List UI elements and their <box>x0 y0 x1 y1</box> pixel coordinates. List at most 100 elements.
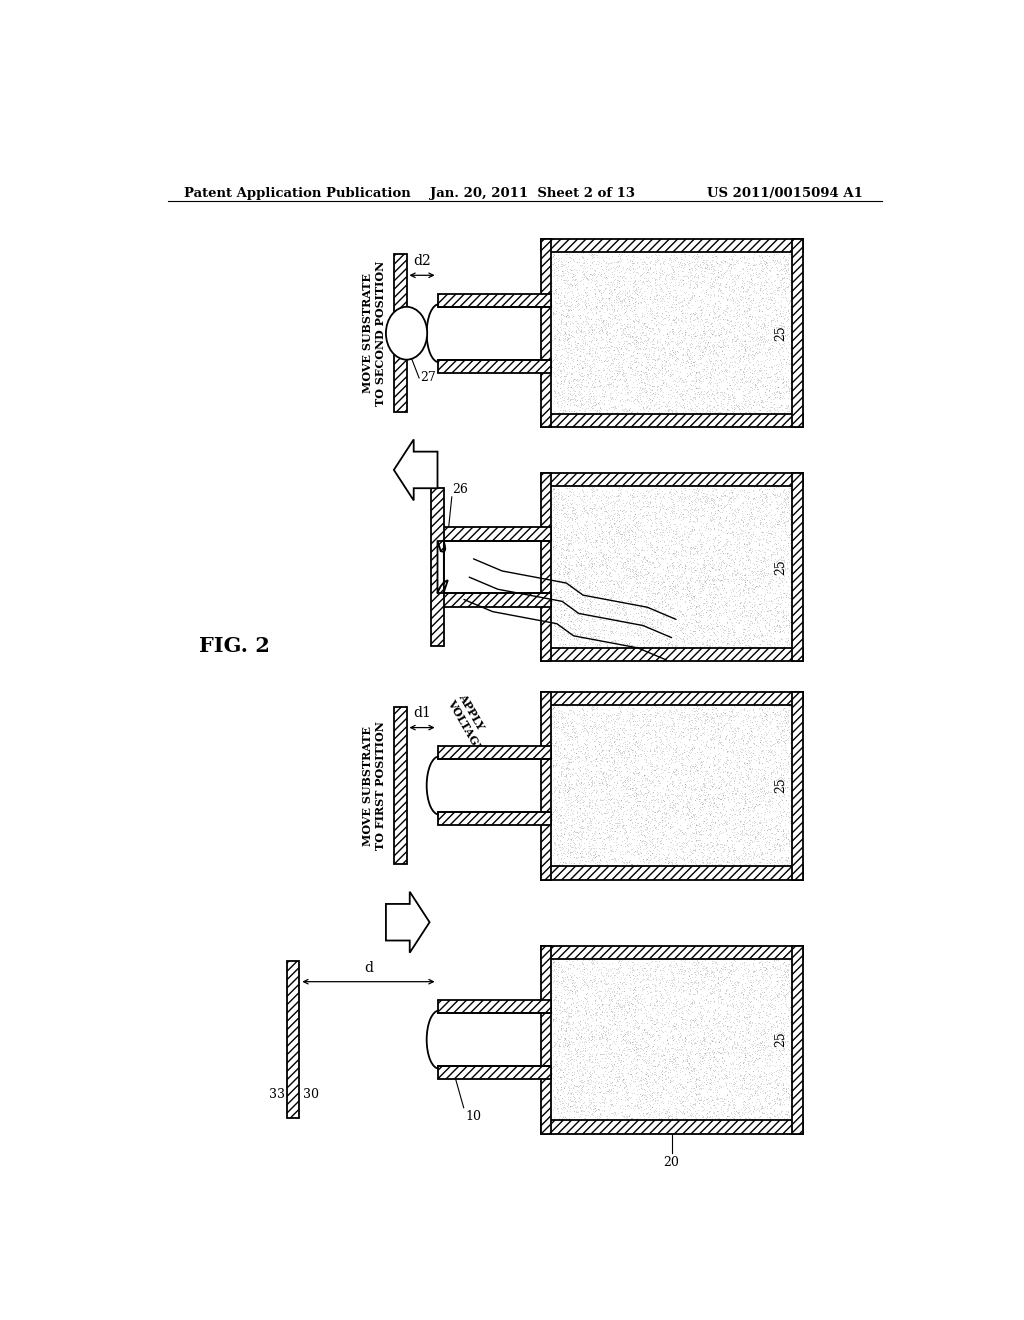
Point <box>763 512 779 533</box>
Point <box>740 624 757 645</box>
Point <box>743 726 760 747</box>
Point <box>705 540 721 561</box>
Point <box>684 813 700 834</box>
Point <box>583 358 599 379</box>
Point <box>634 273 650 294</box>
Point <box>642 554 658 576</box>
Point <box>778 1081 795 1102</box>
Point <box>648 376 665 397</box>
Point <box>697 706 714 727</box>
Point <box>769 498 785 519</box>
Point <box>707 744 723 766</box>
Point <box>624 853 640 874</box>
Point <box>617 990 634 1011</box>
Point <box>734 710 751 731</box>
Point <box>469 751 485 772</box>
Point <box>689 1022 706 1043</box>
Point <box>634 611 650 632</box>
Point <box>707 807 723 828</box>
Point <box>711 487 727 508</box>
Point <box>765 733 781 754</box>
Point <box>503 347 519 368</box>
Point <box>695 557 712 578</box>
Point <box>705 366 721 387</box>
Point <box>574 990 591 1011</box>
Point <box>669 1036 685 1057</box>
Point <box>603 296 620 317</box>
Point <box>545 302 561 323</box>
Point <box>763 781 779 803</box>
Point <box>594 1092 610 1113</box>
Point <box>686 304 702 325</box>
Point <box>550 766 566 787</box>
Point <box>604 366 621 387</box>
Point <box>651 393 668 414</box>
Point <box>759 564 775 585</box>
Point <box>508 785 524 807</box>
Point <box>495 763 511 784</box>
Point <box>676 289 692 310</box>
Point <box>549 710 565 731</box>
Point <box>720 389 736 411</box>
Point <box>639 601 655 622</box>
Point <box>678 609 694 630</box>
Point <box>744 830 761 851</box>
Point <box>569 741 586 762</box>
Point <box>561 321 578 342</box>
Point <box>634 726 650 747</box>
Point <box>771 321 787 342</box>
Point <box>517 546 534 568</box>
Point <box>653 628 670 649</box>
Point <box>683 830 699 851</box>
Point <box>730 282 746 304</box>
Point <box>731 1005 748 1026</box>
Point <box>761 337 777 358</box>
Point <box>712 527 728 548</box>
Point <box>589 851 605 873</box>
Point <box>577 540 593 561</box>
Point <box>624 610 640 631</box>
Point <box>623 969 639 990</box>
Point <box>746 706 763 727</box>
Point <box>580 812 596 833</box>
Point <box>572 789 589 810</box>
Point <box>706 1047 722 1068</box>
Point <box>656 355 673 376</box>
Point <box>729 499 745 520</box>
Point <box>768 279 784 300</box>
Point <box>623 401 639 422</box>
Point <box>613 1006 630 1027</box>
Point <box>748 1020 764 1041</box>
Point <box>577 532 593 553</box>
Point <box>634 715 650 737</box>
Point <box>462 751 478 772</box>
Point <box>698 544 715 565</box>
Point <box>605 715 622 737</box>
Point <box>555 1092 571 1113</box>
Point <box>624 1107 640 1129</box>
Point <box>522 573 539 594</box>
Point <box>627 1002 643 1023</box>
Point <box>683 333 699 354</box>
Point <box>726 594 742 615</box>
Point <box>484 317 501 338</box>
Point <box>757 793 773 814</box>
Point <box>727 804 743 825</box>
Point <box>550 1020 566 1041</box>
Point <box>466 339 482 360</box>
Point <box>512 1045 528 1067</box>
Point <box>548 755 564 776</box>
Point <box>647 1088 664 1109</box>
Point <box>696 970 713 991</box>
Point <box>637 573 653 594</box>
Point <box>537 1019 553 1040</box>
Point <box>558 1020 574 1041</box>
Point <box>725 1035 741 1056</box>
Point <box>672 503 688 524</box>
Point <box>499 795 515 816</box>
Point <box>703 356 720 378</box>
Point <box>603 350 620 371</box>
Point <box>534 309 550 330</box>
Point <box>738 1093 755 1114</box>
Point <box>709 363 725 384</box>
